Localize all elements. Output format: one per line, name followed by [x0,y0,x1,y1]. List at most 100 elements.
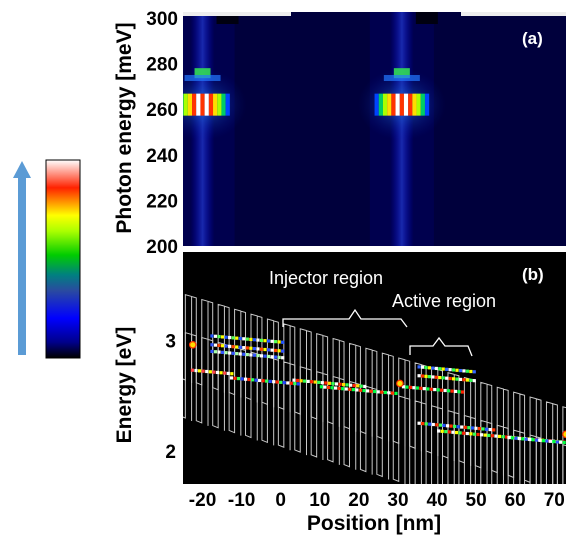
wavefunction-segment [256,353,260,358]
wavefunction-segment [490,434,494,438]
emission-hotspot-stripe [213,93,218,116]
wavefunction-segment [252,338,256,342]
wavefunction-segment [451,377,456,381]
emission-lobe [393,68,410,79]
wavefunction-segment [438,423,443,427]
wavefunction-segment [548,439,552,443]
wavefunction-segment [362,388,366,393]
wavefunction-states [188,334,566,445]
wavefunction-segment [417,374,421,378]
emission-lobe [194,68,211,79]
wavefunction-segment [450,389,454,393]
injector-region-bracket [282,308,408,328]
wavefunction-segment [545,439,549,443]
wavefunction-segment [440,388,444,392]
wavefunction-segment [420,374,425,378]
wavefunction-segment [228,344,232,348]
wavefunction-segment [243,377,248,381]
wavefunction-segment [252,353,256,357]
wavefunction-segment [319,385,323,389]
wavefunction-segment [279,380,283,384]
wavefunction-segment [528,437,532,442]
wavefunction-segment [505,435,509,439]
wavefunction-segment [519,436,523,440]
wavefunction-segment [424,365,428,370]
wavefunction-segment [484,427,489,431]
conduction-band-lower-edge [183,332,566,484]
wavefunction-segment [224,351,228,355]
wavefunction-segment [295,378,300,383]
wavefunction-segment [330,386,334,390]
emission-hotspot-stripe [192,93,197,116]
wavefunction-segment [436,388,440,392]
emission-hotspot-stripe [200,93,205,116]
wavefunction-segment [521,437,525,441]
wavefunction-segment [477,427,482,431]
emission-hotspot-stripe [382,93,388,116]
wavefunction-segment [417,365,421,369]
wavefunction-segment [281,356,285,360]
panel-b-x-ticks: -20 -10 0 10 20 30 40 50 60 70 [189,490,565,511]
panel-b-x-tick: 70 [544,490,565,511]
panel-a-y-tick: 280 [146,55,178,76]
wavefunction-segment [538,438,542,442]
emission-hotspot-stripe [221,93,226,116]
wavefunction-segment [524,437,528,441]
wavefunction-segment [472,432,477,436]
wavefunction-segment [231,336,235,340]
wavefunction-segment [293,381,297,386]
wavefunction-segment [306,379,310,384]
wavefunction-segment [238,345,242,349]
wavefunction-segment [454,430,459,435]
emission-hotspot-stripe [208,93,214,116]
wavefunction-segment [345,383,349,387]
wavefunction-segment [205,369,209,374]
wavefunction-segment [238,336,242,341]
wavefunction-segment [443,388,447,393]
panel-a-y-tick: 220 [146,191,178,212]
wavefunction-segment [256,338,260,342]
wavefunction-segment [429,387,433,391]
wavefunction-segment [292,378,296,382]
wavefunction-segment [422,387,426,391]
wavefunction-segment [555,440,559,444]
wavefunction-segment [251,378,255,382]
wavefunction-segment [310,380,314,384]
panel-b-x-tick: -20 [189,490,216,511]
wavefunction-segment [440,429,444,433]
wavefunction-segment [488,427,492,432]
wavefunction-segment [415,386,419,390]
wavefunction-segment [274,348,278,353]
wavefunction-segment [352,383,356,388]
colorbar [45,159,81,359]
panel-a-tag: (a) [522,29,543,48]
wavefunction-segment [431,366,435,370]
wavefunction-segment [217,350,221,354]
wavefunction-segment [324,381,328,385]
localized-state-spot [562,430,566,439]
wavefunction-segment [458,431,462,435]
wavefunction-segment [383,390,387,395]
wavefunction-segment [373,389,377,394]
wavefunction-segment [228,351,232,355]
wavefunction-segment [223,371,227,375]
wavefunction-segment [268,379,272,383]
wavefunction-segment [266,339,271,343]
wavefunction-segment [258,378,262,383]
wavefunction-segment [355,388,359,392]
wavefunction-segment [313,380,317,384]
panel-b-x-tick: 50 [466,490,487,511]
wavefunction-segment [224,335,228,339]
wavefunction-segment [405,385,409,389]
panel-a-y-ticks: 200 220 240 260 280 300 [146,9,178,258]
wavefunction-segment [390,391,395,395]
panel-a: (a) 200 220 240 260 280 300 Photon energy [me… [113,9,566,258]
wavefunction-segment [320,381,324,385]
panel-b-x-tick: 0 [275,490,286,511]
wavefunction-segment [224,344,228,348]
wavefunction-segment [233,376,237,380]
emission-hotspot-stripe [204,93,209,116]
wavefunction-segment [245,346,249,350]
wavefunction-segment [272,380,276,384]
wavefunction-segment [231,351,235,355]
